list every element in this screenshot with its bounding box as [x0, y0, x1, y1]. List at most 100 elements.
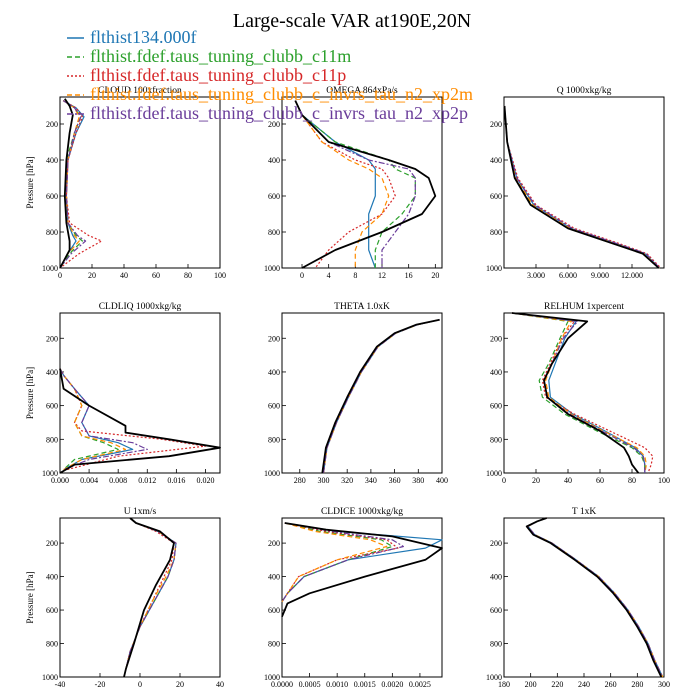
- series-line-1: [294, 100, 376, 269]
- y-tick-label: 400: [490, 368, 502, 377]
- panel-title: CLDICE 1000xkg/kg: [321, 507, 403, 517]
- y-tick-label: 400: [268, 368, 280, 377]
- y-tick-label: 200: [46, 539, 58, 548]
- series-line-5: [503, 105, 661, 269]
- y-tick-label: 200: [268, 120, 280, 129]
- x-tick-label: 240: [578, 680, 590, 689]
- panel-6: RELHUM 1xpercent 0 20 40 60 80 100 200 400 600 800…: [486, 302, 670, 485]
- panel-title: OMEGA 864xPa/s: [326, 86, 398, 96]
- series-line-4: [294, 100, 390, 268]
- x-tick-label: 60: [596, 476, 604, 485]
- plot-frame: [59, 96, 221, 269]
- x-tick-label: 12: [378, 271, 386, 280]
- panel-title: U 1xm/s: [124, 507, 157, 517]
- x-tick-label: 280: [294, 476, 306, 485]
- y-tick-label: 200: [46, 334, 58, 343]
- y-tick-label: 1000: [42, 264, 58, 273]
- y-tick-label: 200: [46, 120, 58, 129]
- reference-line: [321, 318, 440, 474]
- y-tick-label: 800: [268, 228, 280, 237]
- x-tick-label: 260: [605, 680, 617, 689]
- y-axis-label: Pressure [hPa]: [25, 571, 35, 623]
- x-tick-label: 380: [412, 476, 424, 485]
- reference-line: [525, 517, 663, 678]
- y-tick-label: 400: [268, 573, 280, 582]
- x-tick-label: 8: [353, 271, 357, 280]
- series-line-2: [511, 312, 646, 473]
- legend-entry: flthist134.000f: [90, 27, 197, 47]
- x-tick-label: -40: [55, 680, 66, 689]
- x-tick-label: 0.0025: [409, 680, 431, 689]
- x-tick-label: 20: [88, 271, 96, 280]
- y-tick-label: 1000: [264, 673, 280, 682]
- plot-frame: [503, 517, 665, 678]
- y-tick-label: 800: [490, 640, 502, 649]
- x-tick-label: 300: [317, 476, 329, 485]
- x-tick-label: 0.008: [109, 476, 127, 485]
- x-tick-label: 12.000: [621, 271, 643, 280]
- x-tick-label: 0.0010: [326, 680, 348, 689]
- x-tick-label: 40: [120, 271, 128, 280]
- series-line-3: [511, 312, 654, 474]
- panel-title: THETA 1.0xK: [334, 302, 390, 312]
- x-tick-label: 320: [341, 476, 353, 485]
- y-tick-label: 1000: [486, 469, 502, 478]
- reference-line: [511, 312, 640, 474]
- plot-frame: [281, 312, 443, 474]
- x-tick-label: 0.0015: [354, 680, 376, 689]
- x-tick-label: 0.0000: [271, 680, 293, 689]
- y-tick-label: 800: [268, 640, 280, 649]
- y-tick-label: 1000: [486, 264, 502, 273]
- panel-title: RELHUM 1xpercent: [544, 302, 624, 312]
- x-tick-label: 20: [532, 476, 540, 485]
- y-tick-label: 200: [268, 334, 280, 343]
- x-tick-label: 60: [152, 271, 160, 280]
- reference-line: [281, 522, 443, 618]
- series-line-5: [59, 368, 148, 471]
- x-tick-label: 300: [658, 680, 670, 689]
- plot-frame: [59, 312, 221, 474]
- reference-line: [59, 98, 74, 269]
- reference-line: [294, 100, 437, 269]
- y-tick-label: 600: [268, 402, 280, 411]
- y-tick-label: 1000: [264, 469, 280, 478]
- x-tick-label: 40: [216, 680, 224, 689]
- panel-2: OMEGA 864xPa/s 0 4 8 12 16 20 200 400 600 800 1000: [264, 86, 443, 280]
- y-tick-label: 800: [490, 228, 502, 237]
- x-tick-label: 0.016: [167, 476, 185, 485]
- y-tick-label: 200: [490, 539, 502, 548]
- legend-entry: flthist.fdef.taus_tuning_clubb_c_invrs_t…: [90, 103, 468, 123]
- x-tick-label: 0.004: [80, 476, 98, 485]
- y-tick-label: 400: [46, 156, 58, 165]
- y-tick-label: 600: [490, 402, 502, 411]
- x-tick-label: 80: [184, 271, 192, 280]
- x-tick-label: 180: [498, 680, 510, 689]
- reference-line: [123, 517, 175, 678]
- x-tick-label: 3.000: [527, 271, 545, 280]
- y-tick-label: 600: [46, 606, 58, 615]
- x-tick-label: 20: [431, 271, 439, 280]
- x-tick-label: -20: [95, 680, 106, 689]
- legend-entry: flthist.fdef.taus_tuning_clubb_c11p: [90, 65, 346, 85]
- reference-line: [503, 105, 660, 269]
- panel-title: CLDLIQ 1000xkg/kg: [99, 302, 182, 312]
- panel-4: CLDLIQ 1000xkg/kg 0.000 0.004 0.008 0.012 0.0…: [25, 302, 221, 485]
- y-tick-label: 800: [46, 640, 58, 649]
- x-tick-label: 220: [551, 680, 563, 689]
- series-line-4: [281, 522, 388, 603]
- series-line-3: [294, 100, 396, 269]
- y-tick-label: 200: [268, 539, 280, 548]
- y-axis-label: Pressure [hPa]: [25, 367, 35, 419]
- x-tick-label: 80: [628, 476, 636, 485]
- figure-title: Large-scale VAR at190E,20N: [233, 10, 471, 32]
- x-tick-label: 20: [176, 680, 184, 689]
- legend: flthist134.000f flthist.fdef.taus_tuning_…: [67, 27, 473, 123]
- panel-3: Q 1000xkg/kg 3.000 6.000 9.000 12.000 200 400 6…: [486, 86, 665, 280]
- y-tick-label: 1000: [264, 264, 280, 273]
- series-line-4: [503, 105, 661, 269]
- x-tick-label: 360: [389, 476, 401, 485]
- x-tick-label: 100: [658, 476, 670, 485]
- y-tick-label: 1000: [42, 673, 58, 682]
- panel-1: CLOUD 100xfraction 0 20 40 60 80 100 200 400 600 8…: [25, 85, 226, 280]
